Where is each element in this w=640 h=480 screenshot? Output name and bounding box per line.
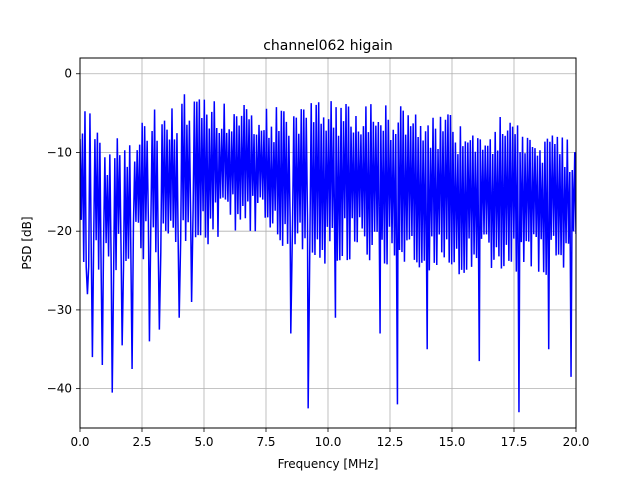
x-axis-ticks: 0.0 2.5 5.0 7.5 10.0 12.5 15.0 17.5 20.0 (70, 428, 589, 449)
psd-series-line (80, 94, 576, 413)
y-tick-label: −30 (47, 303, 72, 317)
x-tick-label: 20.0 (563, 435, 590, 449)
x-axis-label: Frequency [MHz] (278, 457, 379, 471)
chart-title: channel062 higain (263, 38, 393, 54)
y-tick-label: −40 (47, 382, 72, 396)
series-layer (80, 94, 576, 413)
x-tick-label: 12.5 (377, 435, 404, 449)
x-tick-label: 5.0 (194, 435, 213, 449)
y-axis-ticks: 0 −10 −20 −30 −40 (47, 67, 80, 396)
x-tick-label: 0.0 (70, 435, 89, 449)
y-axis-label: PSD [dB] (20, 216, 34, 269)
y-tick-label: −20 (47, 224, 72, 238)
y-tick-label: 0 (64, 67, 72, 81)
x-tick-label: 2.5 (132, 435, 151, 449)
x-tick-label: 17.5 (501, 435, 528, 449)
y-tick-label: −10 (47, 145, 72, 159)
x-tick-label: 15.0 (439, 435, 466, 449)
x-tick-label: 7.5 (256, 435, 275, 449)
x-tick-label: 10.0 (315, 435, 342, 449)
